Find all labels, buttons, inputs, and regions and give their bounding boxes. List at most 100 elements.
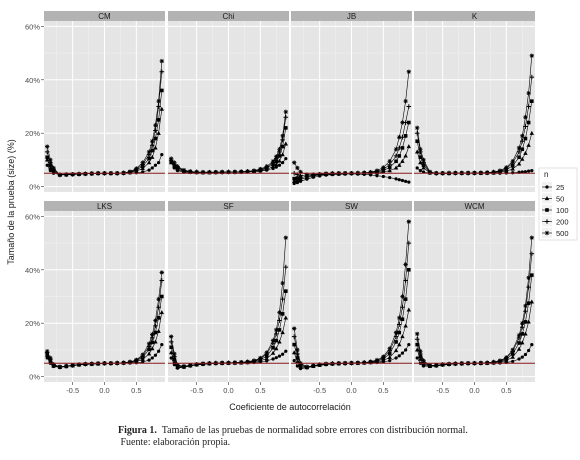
point-SW-50-18 xyxy=(397,342,402,347)
point-Chi-500-7 xyxy=(207,170,212,175)
y-tick-label: 20% xyxy=(25,129,40,138)
point-CM-50-18 xyxy=(150,154,155,159)
point-JB-50-19 xyxy=(400,158,405,163)
point-Chi-500-18 xyxy=(274,154,279,159)
point-CM-500-17 xyxy=(146,149,152,155)
point-LKS-500-14 xyxy=(127,359,133,365)
point-LKS-100-18 xyxy=(150,340,155,345)
legend-label-50: 50 xyxy=(556,195,564,204)
point-SF-25-19 xyxy=(277,354,282,358)
point-SW-100-17 xyxy=(394,340,398,344)
point-K-500-15 xyxy=(504,165,509,170)
point-K-500-21 xyxy=(529,53,535,58)
point-K-25-18 xyxy=(520,170,524,174)
point-SW-100-16 xyxy=(387,351,392,356)
point-WCM-50-21 xyxy=(529,299,535,304)
point-SF-25-0 xyxy=(169,356,173,360)
point-SF-100-1 xyxy=(172,357,177,362)
caption-label: Figura 1. xyxy=(118,425,157,436)
point-WCM-500-13 xyxy=(491,359,496,365)
point-K-500-13 xyxy=(491,169,496,175)
point-K-100-1 xyxy=(418,155,423,160)
point-CM-100-17 xyxy=(147,156,151,161)
point-SF-500-19 xyxy=(277,310,282,315)
point-SF-200-0 xyxy=(168,339,174,345)
legend-title: n xyxy=(544,170,548,179)
point-Chi-100-18 xyxy=(274,159,279,164)
point-WCM-500-18 xyxy=(520,321,525,326)
strip-label-chi: Chi xyxy=(222,12,234,21)
point-SF-50-1 xyxy=(172,359,177,364)
point-WCM-500-4 xyxy=(434,362,439,368)
point-K-100-16 xyxy=(510,164,515,168)
x-tick-label: -0.5 xyxy=(313,386,326,395)
point-JB-500-12 xyxy=(362,170,367,175)
point-SF-500-17 xyxy=(270,338,276,343)
point-SF-500-5 xyxy=(194,362,199,367)
y-tick-label: 40% xyxy=(25,76,40,85)
point-JB-50-21 xyxy=(406,144,412,149)
point-SF-500-1 xyxy=(172,351,177,357)
point-JB-50-0 xyxy=(291,178,297,183)
point-Chi-25-19 xyxy=(277,163,282,167)
point-WCM-200-19 xyxy=(523,308,528,314)
point-LKS-25-16 xyxy=(141,360,145,364)
point-JB-500-1 xyxy=(295,165,300,171)
point-K-25-19 xyxy=(523,170,528,174)
point-WCM-500-17 xyxy=(516,333,522,338)
point-LKS-100-19 xyxy=(153,330,158,335)
point-SW-500-1 xyxy=(295,347,300,353)
point-WCM-50-19 xyxy=(523,331,528,336)
point-WCM-100-1 xyxy=(418,354,423,359)
y-tick-label: 20% xyxy=(25,319,40,328)
point-SF-500-20 xyxy=(280,280,285,286)
point-Chi-100-21 xyxy=(284,126,288,130)
point-Chi-500-5 xyxy=(194,169,199,175)
strip-label-wcm: WCM xyxy=(465,202,485,211)
point-CM-100-19 xyxy=(153,136,158,141)
point-CM-25-21 xyxy=(160,152,164,157)
point-CM-500-14 xyxy=(127,169,133,174)
strip-jb xyxy=(291,11,412,21)
x-tick-label: 0.5 xyxy=(378,386,388,395)
point-Chi-50-20 xyxy=(280,152,285,157)
panel-chi: Chi xyxy=(168,11,289,192)
point-SF-50-0 xyxy=(168,350,174,355)
point-K-500-1 xyxy=(418,147,423,152)
point-SF-200-18 xyxy=(273,331,279,337)
point-JB-100-0 xyxy=(292,176,296,181)
point-JB-100-16 xyxy=(387,165,392,170)
point-JB-25-14 xyxy=(375,174,379,178)
point-Chi-25-18 xyxy=(274,165,278,169)
legend-key-500 xyxy=(542,228,552,238)
point-SW-500-19 xyxy=(400,294,405,299)
point-JB-100-1 xyxy=(295,176,300,180)
panel-jb: JB xyxy=(291,11,412,192)
point-Chi-500-3 xyxy=(181,167,187,173)
point-CM-500-18 xyxy=(150,139,155,144)
legend-label-25: 25 xyxy=(556,183,564,192)
legend-key-50 xyxy=(542,193,552,204)
point-CM-100-20 xyxy=(156,118,161,122)
point-Chi-500-13 xyxy=(245,169,250,174)
point-CM-25-19 xyxy=(153,163,158,167)
point-WCM-500-16 xyxy=(510,347,515,353)
point-JB-25-18 xyxy=(397,178,401,182)
point-K-100-21 xyxy=(530,99,534,103)
point-SF-50-17 xyxy=(270,350,276,355)
point-WCM-100-0 xyxy=(415,342,419,347)
point-Chi-500-6 xyxy=(200,170,206,175)
point-K-100-18 xyxy=(520,147,525,152)
point-Chi-500-21 xyxy=(283,109,289,115)
point-SF-200-21 xyxy=(283,264,289,270)
point-SW-25-17 xyxy=(394,356,398,360)
point-LKS-500-3 xyxy=(57,364,63,369)
point-CM-50-17 xyxy=(146,160,152,165)
point-LKS-50-21 xyxy=(159,310,165,315)
legend-label-200: 200 xyxy=(556,218,569,227)
point-CM-25-18 xyxy=(150,166,154,170)
point-Chi-50-18 xyxy=(274,162,279,167)
point-SW-500-5 xyxy=(317,362,322,367)
point-CM-500-1 xyxy=(48,157,53,163)
point-WCM-500-5 xyxy=(440,362,445,367)
